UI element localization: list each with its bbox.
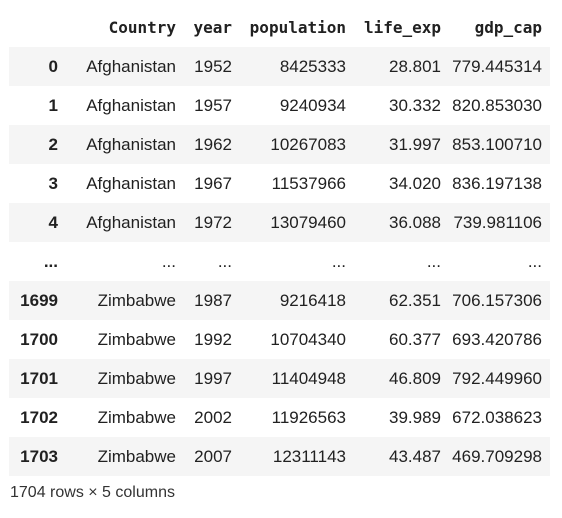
cell-country: Afghanistan bbox=[86, 173, 176, 193]
cell-country: Zimbabwe bbox=[97, 446, 176, 466]
cell-life-exp: 31.997 bbox=[389, 134, 441, 154]
header-row: Country year population life_exp gdp_cap bbox=[9, 8, 550, 47]
table-row: 1700 Zimbabwe 1992 10704340 60.377 693.4… bbox=[9, 320, 550, 359]
cell-year: 1957 bbox=[194, 95, 232, 115]
cell-year: 1962 bbox=[194, 134, 232, 154]
cell-gdp-cap: 672.038623 bbox=[452, 407, 542, 427]
dataframe-output: Country year population life_exp gdp_cap… bbox=[9, 8, 550, 476]
table-row: 2 Afghanistan 1962 10267083 31.997 853.1… bbox=[9, 125, 550, 164]
cell-population: 9216418 bbox=[279, 290, 346, 310]
ellipsis-row: ... ... ... ... ... ... bbox=[9, 242, 550, 281]
column-header-year: year bbox=[193, 18, 232, 37]
row-index: 0 bbox=[48, 56, 58, 76]
cell-gdp-cap: 836.197138 bbox=[452, 173, 542, 193]
cell-country: Afghanistan bbox=[86, 212, 176, 232]
cell-population: 9240934 bbox=[279, 95, 346, 115]
cell-country: Afghanistan bbox=[86, 134, 176, 154]
table-row: 1699 Zimbabwe 1987 9216418 62.351 706.15… bbox=[9, 281, 550, 320]
cell-year: 1972 bbox=[194, 212, 232, 232]
dataframe-shape-label: 1704 rows × 5 columns bbox=[10, 484, 175, 501]
cell-population: 11926563 bbox=[271, 407, 346, 427]
cell-gdp-cap: 820.853030 bbox=[452, 95, 542, 115]
column-header-country: Country bbox=[108, 18, 176, 37]
row-index: 1699 bbox=[20, 290, 58, 310]
cell-country: Zimbabwe bbox=[97, 407, 176, 427]
cell-gdp-cap: 739.981106 bbox=[453, 212, 542, 232]
cell-gdp-cap: 469.709298 bbox=[452, 446, 542, 466]
cell-country: Zimbabwe bbox=[97, 290, 176, 310]
row-index: 1702 bbox=[20, 407, 58, 427]
table-row: 1703 Zimbabwe 2007 12311143 43.487 469.7… bbox=[9, 437, 550, 476]
table-row: 1 Afghanistan 1957 9240934 30.332 820.85… bbox=[9, 86, 550, 125]
cell-country: Zimbabwe bbox=[97, 329, 176, 349]
cell-population: ... bbox=[331, 251, 346, 271]
cell-year: 2002 bbox=[194, 407, 232, 427]
cell-country: ... bbox=[161, 251, 176, 271]
cell-population: 11537966 bbox=[271, 173, 346, 193]
cell-life-exp: 34.020 bbox=[389, 173, 441, 193]
cell-year: 1992 bbox=[194, 329, 232, 349]
cell-population: 12311143 bbox=[272, 446, 346, 466]
cell-country: Zimbabwe bbox=[97, 368, 176, 388]
row-index: 1703 bbox=[20, 446, 58, 466]
cell-life-exp: 30.332 bbox=[389, 95, 441, 115]
cell-life-exp: 43.487 bbox=[389, 446, 441, 466]
row-index: 2 bbox=[48, 134, 58, 154]
cell-population: 10704340 bbox=[270, 329, 346, 349]
cell-life-exp: 39.989 bbox=[389, 407, 441, 427]
cell-year: ... bbox=[217, 251, 232, 271]
table-row: 1702 Zimbabwe 2002 11926563 39.989 672.0… bbox=[9, 398, 550, 437]
cell-country: Afghanistan bbox=[86, 56, 176, 76]
row-index: 4 bbox=[48, 212, 58, 232]
column-header-life-exp: life_exp bbox=[363, 18, 441, 37]
cell-year: 1952 bbox=[194, 56, 232, 76]
cell-gdp-cap: ... bbox=[527, 251, 542, 271]
cell-country: Afghanistan bbox=[86, 95, 176, 115]
cell-population: 10267083 bbox=[270, 134, 346, 154]
column-header-gdp-cap: gdp_cap bbox=[474, 18, 542, 37]
cell-gdp-cap: 853.100710 bbox=[452, 134, 542, 154]
table-row: 3 Afghanistan 1967 11537966 34.020 836.1… bbox=[9, 164, 550, 203]
row-index: 1 bbox=[48, 95, 58, 115]
row-index: 3 bbox=[48, 173, 58, 193]
row-index: ... bbox=[43, 251, 58, 271]
column-header-population: population bbox=[249, 18, 346, 37]
dataframe-table: Country year population life_exp gdp_cap… bbox=[9, 8, 550, 476]
table-row: 0 Afghanistan 1952 8425333 28.801 779.44… bbox=[9, 47, 550, 86]
cell-life-exp: ... bbox=[426, 251, 441, 271]
cell-gdp-cap: 792.449960 bbox=[452, 368, 542, 388]
cell-gdp-cap: 779.445314 bbox=[452, 56, 542, 76]
cell-life-exp: 46.809 bbox=[389, 368, 441, 388]
cell-gdp-cap: 706.157306 bbox=[452, 290, 542, 310]
table-row: 4 Afghanistan 1972 13079460 36.088 739.9… bbox=[9, 203, 550, 242]
cell-life-exp: 62.351 bbox=[389, 290, 441, 310]
cell-year: 1987 bbox=[194, 290, 232, 310]
table-row: 1701 Zimbabwe 1997 11404948 46.809 792.4… bbox=[9, 359, 550, 398]
cell-year: 1967 bbox=[194, 173, 232, 193]
cell-life-exp: 60.377 bbox=[389, 329, 441, 349]
row-index: 1700 bbox=[20, 329, 58, 349]
cell-life-exp: 28.801 bbox=[389, 56, 441, 76]
index-header bbox=[9, 8, 66, 47]
cell-year: 2007 bbox=[194, 446, 232, 466]
cell-population: 8425333 bbox=[279, 56, 346, 76]
cell-life-exp: 36.088 bbox=[389, 212, 441, 232]
cell-year: 1997 bbox=[194, 368, 232, 388]
cell-gdp-cap: 693.420786 bbox=[452, 329, 542, 349]
row-index: 1701 bbox=[20, 368, 58, 388]
cell-population: 13079460 bbox=[270, 212, 346, 232]
cell-population: 11404948 bbox=[271, 368, 346, 388]
